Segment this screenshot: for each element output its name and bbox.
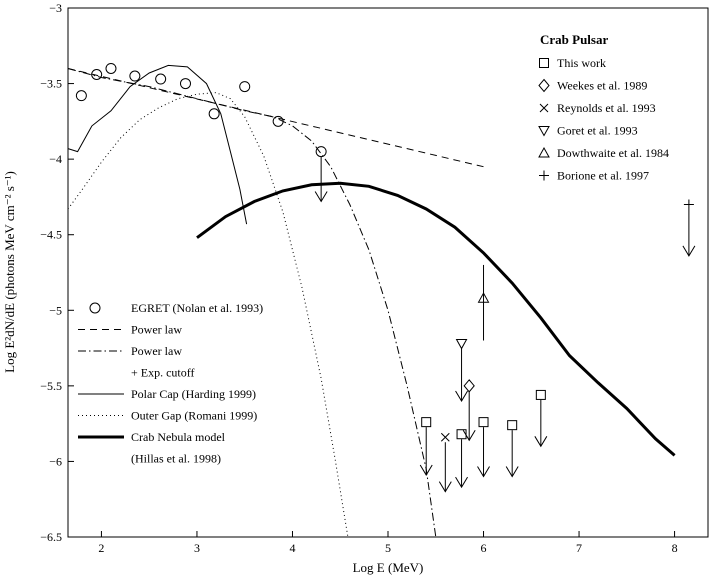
y-tick-label: −4.5 [40, 228, 62, 242]
y-tick-label: −6.5 [40, 530, 62, 544]
legend-marker-diamond [538, 78, 550, 93]
x-tick-label: 6 [481, 541, 487, 555]
y-axis-label: Log E²dN/dE (photons MeV cm⁻² s⁻¹) [2, 171, 17, 373]
legend-label: Weekes et al. 1989 [557, 79, 647, 93]
data-point-diamond [463, 379, 475, 393]
egret-point [155, 73, 167, 85]
legend-marker-cross [539, 103, 549, 113]
data-point-cross [440, 432, 450, 442]
legend-models: EGRET (Nolan et al. 1993) Power law Power … [78, 301, 263, 466]
egret-point [208, 108, 220, 120]
egret-point [239, 81, 251, 93]
legend-label: Power law [131, 323, 182, 337]
upper-limit-arrow-head [455, 476, 468, 489]
legend-label: EGRET (Nolan et al. 1993) [131, 301, 263, 315]
y-tick-label: −5 [49, 303, 62, 317]
egret-point [75, 90, 87, 102]
upper-limit-arrow-head [477, 466, 490, 478]
y-tick-label: −3.5 [40, 77, 62, 91]
legend-title: Crab Pulsar [540, 32, 608, 47]
upper-limit-arrow-head [438, 481, 452, 493]
egret-point [179, 78, 191, 90]
series-plus [682, 199, 696, 257]
y-axis-ticks: −3 −3.5 −4 −4.5 −5 −5.5 −6 −6.5 [40, 1, 74, 544]
legend-label: (Hillas et al. 1998) [131, 452, 221, 466]
legend-label: Crab Nebula model [131, 430, 226, 444]
legend-label: Borione et al. 1997 [557, 169, 649, 183]
legend-label: Dowthwaite et al. 1984 [557, 146, 669, 160]
y-tick-label: −5.5 [40, 379, 62, 393]
data-point-plus [683, 199, 694, 210]
series-cross [438, 432, 452, 493]
upper-limit-arrow-head [462, 430, 476, 442]
legend-marker-triangle-down [538, 126, 550, 137]
data-point-square [535, 389, 546, 400]
legend-marker-square [539, 58, 549, 68]
x-axis-label: Log E (MeV) [353, 560, 424, 575]
legend-marker-circle [89, 302, 101, 314]
egret-point [129, 70, 141, 82]
x-tick-label: 3 [194, 541, 200, 555]
data-point-triangle-down [455, 339, 468, 350]
series-solid [67, 64, 248, 225]
data-point-triangle-up [477, 292, 490, 303]
x-tick-label: 7 [576, 541, 582, 555]
y-tick-label: −4 [49, 152, 62, 166]
upper-limit-arrow-head [505, 466, 519, 478]
legend-label: Goret et al. 1993 [557, 124, 638, 138]
x-tick-label: 2 [98, 541, 104, 555]
legend-marker-plus [539, 170, 549, 181]
data-point-square [478, 417, 489, 428]
y-tick-label: −3 [49, 1, 62, 15]
series-line-solid [67, 64, 248, 225]
egret-point [315, 146, 327, 158]
legend-label: + Exp. cutoff [131, 366, 195, 380]
series-circle [75, 62, 328, 203]
legend-crab-pulsar: Crab Pulsar This work Weekes et al. 1989 Re… [538, 32, 669, 183]
x-tick-label: 5 [385, 541, 391, 555]
data-point-square [456, 429, 467, 440]
data-point-square [507, 420, 518, 431]
upper-limit-arrow-head [314, 191, 328, 203]
series-layer [67, 62, 696, 538]
upper-limit-arrow-head [534, 436, 548, 448]
x-tick-label: 4 [289, 541, 295, 555]
series-dashdot [67, 68, 437, 538]
series-triangle-up [477, 264, 490, 341]
series-diamond [462, 379, 476, 442]
upper-limit-arrow-head [455, 390, 468, 402]
series-line-dashdot [67, 68, 437, 538]
upper-limit-arrow-head [419, 464, 433, 477]
y-tick-label: −6 [49, 454, 62, 468]
legend-label: Reynolds et al. 1993 [557, 101, 656, 115]
series-triangle-down [455, 339, 468, 402]
legend-label: Outer Gap (Romani 1999) [131, 409, 257, 423]
legend-label: Polar Cap (Harding 1999) [131, 387, 256, 401]
x-axis-ticks: 2 3 4 5 6 7 8 [98, 531, 678, 555]
legend-label: Power law [131, 344, 182, 358]
data-point-square [421, 417, 432, 428]
egret-point [105, 62, 117, 74]
series-line-thick [196, 181, 676, 457]
legend-marker-triangle-up [538, 146, 550, 158]
series-thick [196, 181, 676, 457]
legend-label: This work [557, 56, 606, 70]
x-tick-label: 8 [672, 541, 678, 555]
upper-limit-arrow-head [682, 245, 696, 257]
series-square [419, 389, 548, 489]
